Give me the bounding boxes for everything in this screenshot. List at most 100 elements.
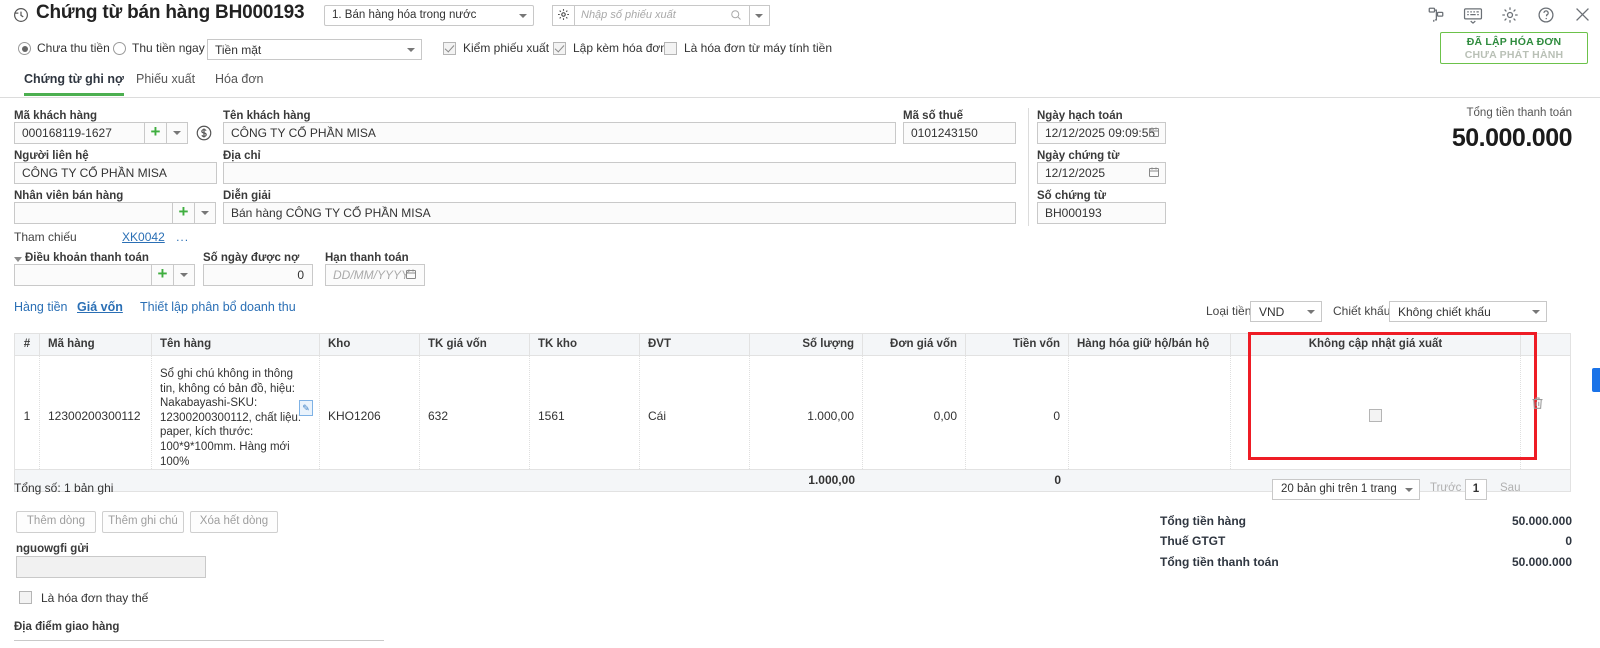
add-payment-term-button[interactable]: + [152, 264, 174, 286]
input-han-thanh-toan[interactable]: DD/MM/YYYY [325, 264, 425, 286]
page-title: Chứng từ bán hàng BH000193 [36, 2, 305, 23]
close-icon[interactable] [1573, 5, 1592, 27]
tab-hoa-don[interactable]: Hóa đơn [215, 72, 264, 86]
cell-ten-hang[interactable]: Sổ ghi chú không in thông tin, không có … [152, 356, 320, 470]
checkbox-la-hoa-don-thay-the[interactable] [19, 591, 32, 604]
input-ngay-hach-toan[interactable]: 12/12/2025 09:09:55 [1037, 122, 1166, 144]
document-type-select[interactable]: 1. Bán hàng hóa trong nước [324, 5, 534, 26]
reference-more-button[interactable]: ... [176, 230, 190, 244]
collapse-toggle-icon[interactable] [14, 257, 22, 262]
employee-dropdown-button[interactable] [195, 202, 216, 224]
th-so-luong: Số lượng [750, 334, 863, 355]
grid-tab-hang-tien[interactable]: Hàng tiền [14, 300, 68, 314]
tab-phieu-xuat[interactable]: Phiếu xuất [136, 72, 196, 86]
input-ten-khach-hang[interactable]: CÔNG TY CỔ PHẦN MISA [223, 122, 896, 144]
discount-select[interactable]: Không chiết khấu [1389, 301, 1547, 322]
radio-chua-thu-tien[interactable] [18, 42, 31, 55]
add-employee-button[interactable]: + [173, 202, 195, 224]
total-records-text: Tổng số: 1 bản ghi [14, 481, 114, 495]
label-dia-diem-giao-hang: Địa điểm giao hàng [14, 621, 120, 633]
keyboard-icon[interactable] [1463, 6, 1483, 27]
input-ma-khach-hang[interactable]: 000168119-1627 [14, 122, 145, 144]
calendar-icon[interactable] [405, 268, 417, 283]
help-icon[interactable] [1537, 6, 1555, 27]
column-divider [1028, 108, 1029, 226]
cell-don-gia-von[interactable]: 0,00 [863, 356, 966, 470]
th-tien-von: Tiền vốn [966, 334, 1069, 355]
currency-coin-icon[interactable] [195, 124, 213, 142]
checkbox-label-kiem-phieu-xuat: Kiểm phiếu xuất [463, 41, 550, 55]
input-so-chung-tu[interactable]: BH000193 [1037, 202, 1166, 224]
input-ngay-chung-tu[interactable]: 12/12/2025 [1037, 162, 1166, 184]
cell-tien-von[interactable]: 0 [966, 356, 1069, 470]
cell-actions[interactable] [1521, 356, 1569, 469]
grid-tab-thiet-lap-phan-bo[interactable]: Thiết lập phân bổ doanh thu [140, 300, 296, 314]
label-ten-khach-hang: Tên khách hàng [223, 110, 311, 122]
input-so-ngay-duoc-no[interactable]: 0 [203, 264, 313, 286]
checkbox-lap-kem-hoa-don[interactable] [553, 42, 566, 55]
delete-all-rows-button[interactable]: Xóa hết dòng [190, 511, 278, 533]
payment-term-dropdown-button[interactable] [174, 264, 195, 286]
search-settings-button[interactable] [552, 5, 574, 26]
org-chart-icon[interactable] [1427, 6, 1445, 27]
grid-tab-gia-von[interactable]: Giá vốn [77, 300, 123, 314]
clock-icon [12, 6, 30, 24]
cell-kho[interactable]: KHO1206 [320, 356, 420, 470]
cell-hang-hoa-giu-ho[interactable] [1069, 356, 1231, 470]
th-ma-hang: Mã hàng [40, 334, 152, 355]
th-index: # [15, 334, 40, 355]
add-customer-button[interactable]: + [145, 122, 167, 144]
han-thanh-toan-placeholder: DD/MM/YYYY [333, 268, 410, 282]
settings-icon[interactable] [1501, 6, 1519, 27]
note-attachment-icon[interactable]: ✎ [299, 400, 313, 416]
radio-label-thu-tien-ngay: Thu tiền ngay [132, 41, 205, 55]
current-page-number[interactable]: 1 [1465, 479, 1487, 500]
prev-page-button[interactable]: Trước [1430, 482, 1462, 494]
trash-icon[interactable] [1530, 395, 1545, 414]
label-han-thanh-toan: Hạn thanh toán [325, 252, 409, 264]
checkbox-kiem-phieu-xuat[interactable] [443, 42, 456, 55]
input-ma-so-thue[interactable]: 0101243150 [903, 122, 1016, 144]
payment-method-select[interactable]: Tiền mặt [207, 39, 422, 60]
input-dieu-khoan-thanh-toan[interactable] [14, 264, 152, 286]
input-dien-giai[interactable]: Bán hàng CÔNG TY CỔ PHẦN MISA [223, 202, 1016, 224]
chevron-down-icon [407, 48, 415, 52]
search-input[interactable] [574, 5, 750, 26]
label-thue-gtgt: Thuế GTGT [1160, 534, 1226, 548]
status-badge-line1: ĐÃ LẬP HÓA ĐƠN [1466, 36, 1562, 48]
checkbox-khong-cap-nhat-gia-xuat[interactable] [1369, 409, 1382, 423]
input-nhan-vien-ban-hang[interactable] [14, 202, 173, 224]
cell-tk-kho[interactable]: 1561 [530, 356, 640, 470]
customer-dropdown-button[interactable] [167, 122, 188, 144]
page-size-select[interactable]: 20 bản ghi trên 1 trang [1272, 479, 1420, 500]
chevron-down-icon [755, 14, 763, 18]
shipping-address-input[interactable] [14, 640, 384, 641]
currency-select[interactable]: VND [1250, 301, 1322, 322]
input-nguoi-gui[interactable] [16, 556, 206, 578]
add-row-button[interactable]: Thêm dòng [16, 511, 96, 533]
checkbox-la-hoa-don-may-tinh-tien[interactable] [664, 42, 677, 55]
search-dropdown-button[interactable] [750, 5, 770, 26]
input-dia-chi[interactable] [223, 162, 1016, 184]
tab-chung-tu-ghi-no[interactable]: Chứng từ ghi nợ [24, 72, 124, 96]
calendar-icon[interactable] [1148, 126, 1160, 141]
document-type-value: 1. Bán hàng hóa trong nước [332, 9, 477, 21]
cell-khong-cap-nhat-gia-xuat[interactable] [1231, 356, 1521, 470]
reference-link-xk0042[interactable]: XK0042 [122, 230, 165, 244]
total-records-label: Tổng số: 1 bản ghi [14, 481, 113, 495]
side-panel-handle[interactable] [1592, 368, 1600, 392]
cell-ma-hang[interactable]: 12300200300112 [40, 356, 152, 470]
next-page-button[interactable]: Sau [1500, 482, 1521, 494]
radio-thu-tien-ngay[interactable] [113, 42, 126, 55]
add-note-button[interactable]: Thêm ghi chú [102, 511, 184, 533]
input-nguoi-lien-he[interactable]: CÔNG TY CỔ PHẦN MISA [14, 162, 217, 184]
label-so-ngay-duoc-no: Số ngày được nợ [203, 252, 300, 264]
table-row[interactable]: 1 12300200300112 Sổ ghi chú không in thô… [15, 356, 1570, 471]
th-tk-gia-von: TK giá vốn [420, 334, 530, 355]
cell-so-luong[interactable]: 1.000,00 [750, 356, 863, 470]
cell-tk-gia-von[interactable]: 632 [420, 356, 530, 470]
cell-dvt[interactable]: Cái [640, 356, 750, 470]
discount-value: Không chiết khấu [1398, 305, 1491, 319]
calendar-icon[interactable] [1148, 166, 1160, 181]
